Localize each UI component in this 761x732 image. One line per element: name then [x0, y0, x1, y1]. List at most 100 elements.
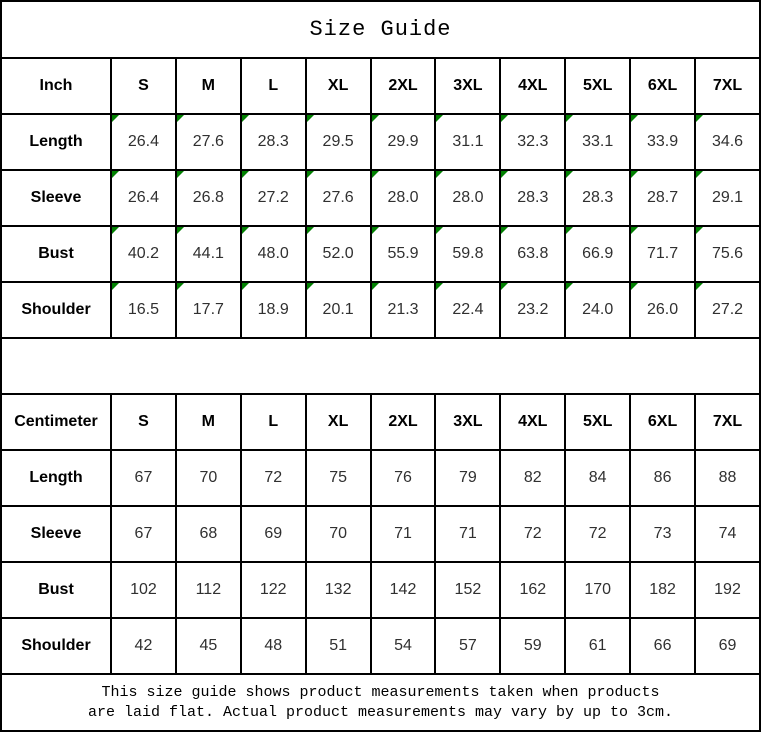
- measurement-value-cell: 24.0: [564, 281, 632, 339]
- measurement-value-cell: 67: [110, 505, 177, 563]
- measurement-value-cell: 54: [369, 617, 437, 675]
- measurement-value-cell: 42: [110, 617, 177, 675]
- measurement-value-cell: 28.3: [564, 169, 632, 227]
- corner-flag-icon: [112, 284, 119, 290]
- measurement-value-cell: 70: [304, 505, 372, 563]
- measurement-value-cell: 182: [629, 561, 697, 619]
- measurement-value-cell: 76: [369, 449, 437, 507]
- corner-flag-icon: [372, 228, 379, 234]
- measurement-value-cell: 27.2: [694, 281, 761, 339]
- measurement-value-cell: 69: [694, 617, 761, 675]
- size-column-header: L: [239, 57, 307, 115]
- measurement-value-cell: 40.2: [110, 225, 177, 283]
- measurement-value-cell: 59.8: [434, 225, 502, 283]
- measurement-value-cell: 66.9: [564, 225, 632, 283]
- measurement-value-cell: 82: [499, 449, 567, 507]
- measurement-value-cell: 28.3: [499, 169, 567, 227]
- measurement-value-cell: 26.8: [174, 169, 242, 227]
- measurement-value-cell: 16.5: [110, 281, 177, 339]
- footer-note: This size guide shows product measuremen…: [0, 673, 761, 732]
- measurement-value-cell: 152: [434, 561, 502, 619]
- measurement-value-cell: 192: [694, 561, 761, 619]
- size-column-header: 6XL: [629, 57, 697, 115]
- measurement-value-cell: 17.7: [174, 281, 242, 339]
- measurement-value-cell: 72: [564, 505, 632, 563]
- corner-flag-icon: [372, 116, 379, 122]
- size-column-header: L: [239, 393, 307, 451]
- footer-note-line1: This size guide shows product measuremen…: [101, 683, 660, 701]
- corner-flag-icon: [177, 284, 184, 290]
- corner-flag-icon: [242, 228, 249, 234]
- size-column-header: 7XL: [694, 393, 761, 451]
- row-label: Shoulder: [0, 617, 112, 675]
- page-title: Size Guide: [0, 0, 761, 59]
- corner-flag-icon: [307, 172, 314, 178]
- measurement-value-cell: 142: [369, 561, 437, 619]
- footer-note-line2: are laid flat. Actual product measuremen…: [87, 703, 674, 721]
- size-column-header: 2XL: [369, 393, 437, 451]
- measurement-row-inch: Bust 40.2 44.1 48.0 52.0 55.9 59.8 63.8 66.9 71.7…: [0, 225, 761, 283]
- measurement-value-cell: 33.9: [629, 113, 697, 171]
- size-column-header: M: [174, 393, 242, 451]
- corner-flag-icon: [177, 116, 184, 122]
- corner-flag-icon: [112, 116, 119, 122]
- measurement-value-cell: 79: [434, 449, 502, 507]
- size-column-header: 4XL: [499, 57, 567, 115]
- row-label: Sleeve: [0, 505, 112, 563]
- corner-flag-icon: [112, 172, 119, 178]
- measurement-value-cell: 84: [564, 449, 632, 507]
- measurement-value-cell: 52.0: [304, 225, 372, 283]
- measurement-value-cell: 28.3: [239, 113, 307, 171]
- measurement-value-cell: 102: [110, 561, 177, 619]
- measurement-row-cm: Sleeve 67 68 69 70 71 71 72 72 73 74: [0, 505, 761, 563]
- measurement-row-cm: Shoulder 42 45 48 51 54 57 59 61 66 69: [0, 617, 761, 675]
- corner-flag-icon: [567, 116, 574, 122]
- measurement-value-cell: 73: [629, 505, 697, 563]
- measurement-value-cell: 28.0: [434, 169, 502, 227]
- footer-row: This size guide shows product measuremen…: [0, 673, 761, 732]
- measurement-value-cell: 68: [174, 505, 242, 563]
- measurement-value-cell: 45: [174, 617, 242, 675]
- measurement-value-cell: 162: [499, 561, 567, 619]
- corner-flag-icon: [567, 284, 574, 290]
- corner-flag-icon: [372, 284, 379, 290]
- size-column-header: 6XL: [629, 393, 697, 451]
- corner-flag-icon: [502, 228, 509, 234]
- corner-flag-icon: [632, 172, 639, 178]
- measurement-value-cell: 69: [239, 505, 307, 563]
- measurement-value-cell: 28.0: [369, 169, 437, 227]
- size-column-header: M: [174, 57, 242, 115]
- size-header-row-cm: Centimeter S M L XL 2XL 3XL 4XL 5XL 6XL 7XL: [0, 393, 761, 451]
- corner-flag-icon: [632, 284, 639, 290]
- measurement-value-cell: 28.7: [629, 169, 697, 227]
- corner-flag-icon: [437, 116, 444, 122]
- corner-flag-icon: [697, 284, 704, 290]
- row-label: Sleeve: [0, 169, 112, 227]
- measurement-value-cell: 26.0: [629, 281, 697, 339]
- measurement-value-cell: 170: [564, 561, 632, 619]
- measurement-value-cell: 59: [499, 617, 567, 675]
- measurement-value-cell: 18.9: [239, 281, 307, 339]
- corner-flag-icon: [307, 228, 314, 234]
- corner-flag-icon: [307, 116, 314, 122]
- measurement-value-cell: 44.1: [174, 225, 242, 283]
- size-column-header: 5XL: [564, 393, 632, 451]
- row-label: Shoulder: [0, 281, 112, 339]
- measurement-value-cell: 51: [304, 617, 372, 675]
- measurement-value-cell: 31.1: [434, 113, 502, 171]
- measurement-value-cell: 75.6: [694, 225, 761, 283]
- size-column-header: 5XL: [564, 57, 632, 115]
- measurement-value-cell: 132: [304, 561, 372, 619]
- measurement-value-cell: 21.3: [369, 281, 437, 339]
- measurement-value-cell: 27.2: [239, 169, 307, 227]
- measurement-value-cell: 67: [110, 449, 177, 507]
- corner-flag-icon: [697, 116, 704, 122]
- measurement-value-cell: 29.1: [694, 169, 761, 227]
- unit-label-cm: Centimeter: [0, 393, 112, 451]
- size-column-header: 3XL: [434, 57, 502, 115]
- corner-flag-icon: [697, 172, 704, 178]
- size-header-row-inch: Inch S M L XL 2XL 3XL 4XL 5XL 6XL 7XL: [0, 57, 761, 115]
- row-label: Length: [0, 449, 112, 507]
- size-column-header: 2XL: [369, 57, 437, 115]
- measurement-value-cell: 32.3: [499, 113, 567, 171]
